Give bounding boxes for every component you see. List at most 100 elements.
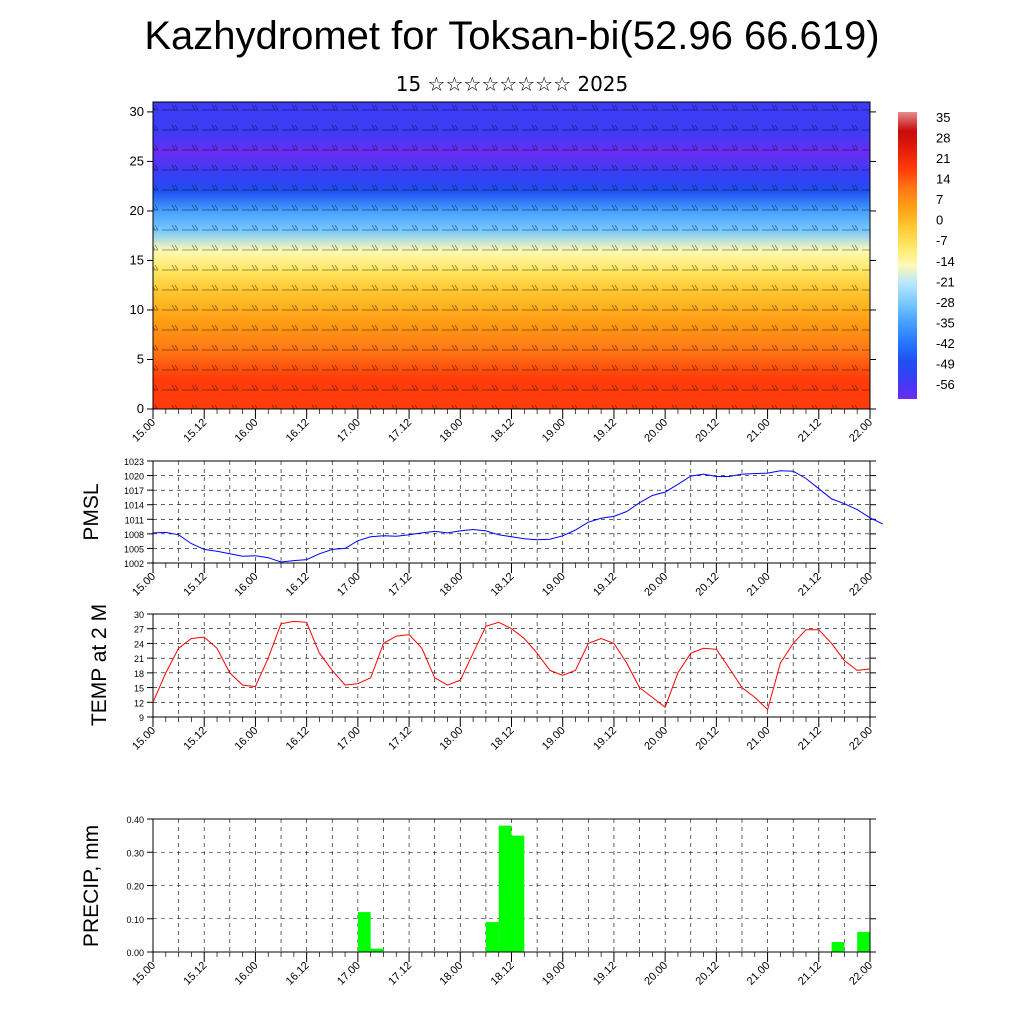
pmsl-panel: 1002 1005 1008 1011 1014 1017 1020 1023 15.00 15… [80,457,884,599]
cross-section-y-tick-label: 5 [137,351,144,366]
cross-section-y-tick-label: 0 [137,401,144,416]
precip-panel: 0.00 0.10 0.20 0.30 0.40 15.00 15.12 16.00 16.1… [80,815,876,988]
pmsl-x-tick-label: 17.12 [386,571,414,599]
pmsl-y-tick-label: 1023 [124,457,144,467]
temp-y-tick-label: 27 [134,625,144,635]
cross-section-x-tick-label: 16.12 [284,417,312,445]
pmsl-y-tick-label: 1008 [124,530,144,540]
pmsl-x-tick-label: 15.12 [181,571,209,599]
temp-x-tick-label: 16.12 [284,725,312,753]
cross-section-x-tick-label: 21.12 [796,417,824,445]
temp-x-tick-label: 15.12 [181,725,209,753]
temp-x-tick-label: 19.12 [591,725,619,753]
pmsl-x-tick-label: 19.00 [540,571,568,599]
pmsl-x-tick-label: 20.00 [642,571,670,599]
pmsl-y-tick-label: 1005 [124,544,144,554]
pmsl-x-tick-label: 15.00 [130,571,158,599]
precip-x-tick-label: 16.12 [284,960,312,988]
precip-x-tick-label: 16.00 [233,960,261,988]
precip-x-tick-label: 20.00 [642,960,670,988]
precip-x-tick-label: 19.00 [540,960,568,988]
pmsl-x-tick-label: 16.12 [284,571,312,599]
pmsl-x-tick-label: 18.00 [437,571,465,599]
temp-x-tick-label: 20.00 [642,725,670,753]
cross-section-y-tick-label: 10 [130,302,144,317]
temp-x-tick-label: 16.00 [233,725,261,753]
cross-section-x-tick-label: 16.00 [233,417,261,445]
temp-x-tick-label: 20.12 [694,725,722,753]
cross-section-x-tick-label: 15.12 [181,417,209,445]
colorbar-label: -49 [936,356,955,371]
temp-y-tick-label: 9 [139,713,144,723]
chart-subtitle: 15 ☆☆☆☆☆☆☆☆ 2025 [395,72,629,96]
wind-barbs [153,102,870,409]
colorbar-strip [898,112,917,399]
precip-axis-label: PRECIP, mm [80,825,103,947]
temp-x-tick-label: 21.12 [796,725,824,753]
precip-x-tick-label: 15.00 [130,960,158,988]
precip-bar [498,825,512,952]
colorbar-label: -42 [936,336,955,351]
precip-x-tick-label: 18.00 [437,960,465,988]
cross-section-panel: 0 5 10 15 20 25 30 15.00 15.12 16.00 16.12 17.00 17… [130,101,876,445]
pmsl-y-tick-label: 1011 [125,515,144,525]
cross-section-y-tick-label: 15 [130,252,144,267]
temp-panel: 9 12 15 18 21 24 27 30 15.00 15.12 16.00 16.12 17.0… [88,604,876,753]
pmsl-y-tick-label: 1002 [124,559,144,569]
temp-x-tick-label: 18.12 [489,725,517,753]
precip-x-tick-label: 20.12 [694,960,722,988]
temp-y-tick-label: 21 [134,654,144,664]
cross-section-y-tick-label: 30 [130,104,144,119]
colorbar-label: 21 [936,151,950,166]
cross-section-x-tick-label: 17.00 [335,417,363,445]
temp-x-tick-label: 15.00 [130,725,158,753]
colorbar-label: 35 [936,110,950,125]
colorbar-label: -56 [936,377,955,392]
cross-section-x-tick-label: 20.00 [642,417,670,445]
pmsl-x-tick-label: 21.12 [796,571,824,599]
temp-y-tick-label: 24 [134,639,144,649]
temp-y-tick-label: 12 [134,698,144,708]
temp-x-tick-label: 18.00 [437,725,465,753]
precip-bar [370,948,384,952]
cross-section-x-tick-label: 22.00 [847,417,875,445]
precip-y-tick-label: 0.40 [126,815,144,825]
pmsl-y-tick-label: 1017 [124,486,144,496]
pmsl-y-tick-label: 1014 [124,501,144,511]
pmsl-x-tick-label: 22.00 [847,571,875,599]
precip-y-tick-label: 0.30 [126,848,144,858]
temp-line [152,620,871,711]
colorbar-label: -14 [936,254,955,269]
precip-bar [511,835,525,952]
cross-section-x-tick-label: 19.12 [591,417,619,445]
precip-y-tick-label: 0.10 [126,915,144,925]
cross-section-x-tick-label: 21.00 [745,417,773,445]
colorbar: 35 28 21 14 7 0 -7 -14 -21 -28 -35 -42 -49 -56 [898,110,955,399]
pmsl-x-tick-label: 21.00 [745,571,773,599]
colorbar-label: -21 [936,274,955,289]
precip-x-tick-label: 21.12 [796,960,824,988]
temp-y-tick-label: 15 [134,684,144,694]
pmsl-x-tick-label: 18.12 [489,571,517,599]
precip-bar [357,912,371,952]
pmsl-y-tick-label: 1020 [124,472,144,482]
cross-section-x-tick-label: 18.00 [437,417,465,445]
temp-y-tick-label: 30 [134,610,144,620]
colorbar-label: 0 [936,213,943,228]
cross-section-x-tick-label: 20.12 [694,417,722,445]
pmsl-x-tick-label: 16.00 [233,571,261,599]
colorbar-label: 14 [936,172,950,187]
pmsl-x-tick-label: 19.12 [591,571,619,599]
precip-y-tick-label: 0.00 [126,948,144,958]
precip-x-tick-label: 17.00 [335,960,363,988]
temp-y-tick-label: 18 [134,669,144,679]
temp-x-tick-label: 17.12 [386,725,414,753]
colorbar-label: 7 [936,192,943,207]
pmsl-axis-label: PMSL [80,483,103,540]
temp-axis-label: TEMP at 2 M [88,604,111,726]
precip-bar [831,942,845,952]
chart-title: Kazhydromet for Toksan-bi(52.96 66.619) [144,14,880,58]
cross-section-x-tick-label: 19.00 [540,417,568,445]
temp-x-tick-label: 17.00 [335,725,363,753]
